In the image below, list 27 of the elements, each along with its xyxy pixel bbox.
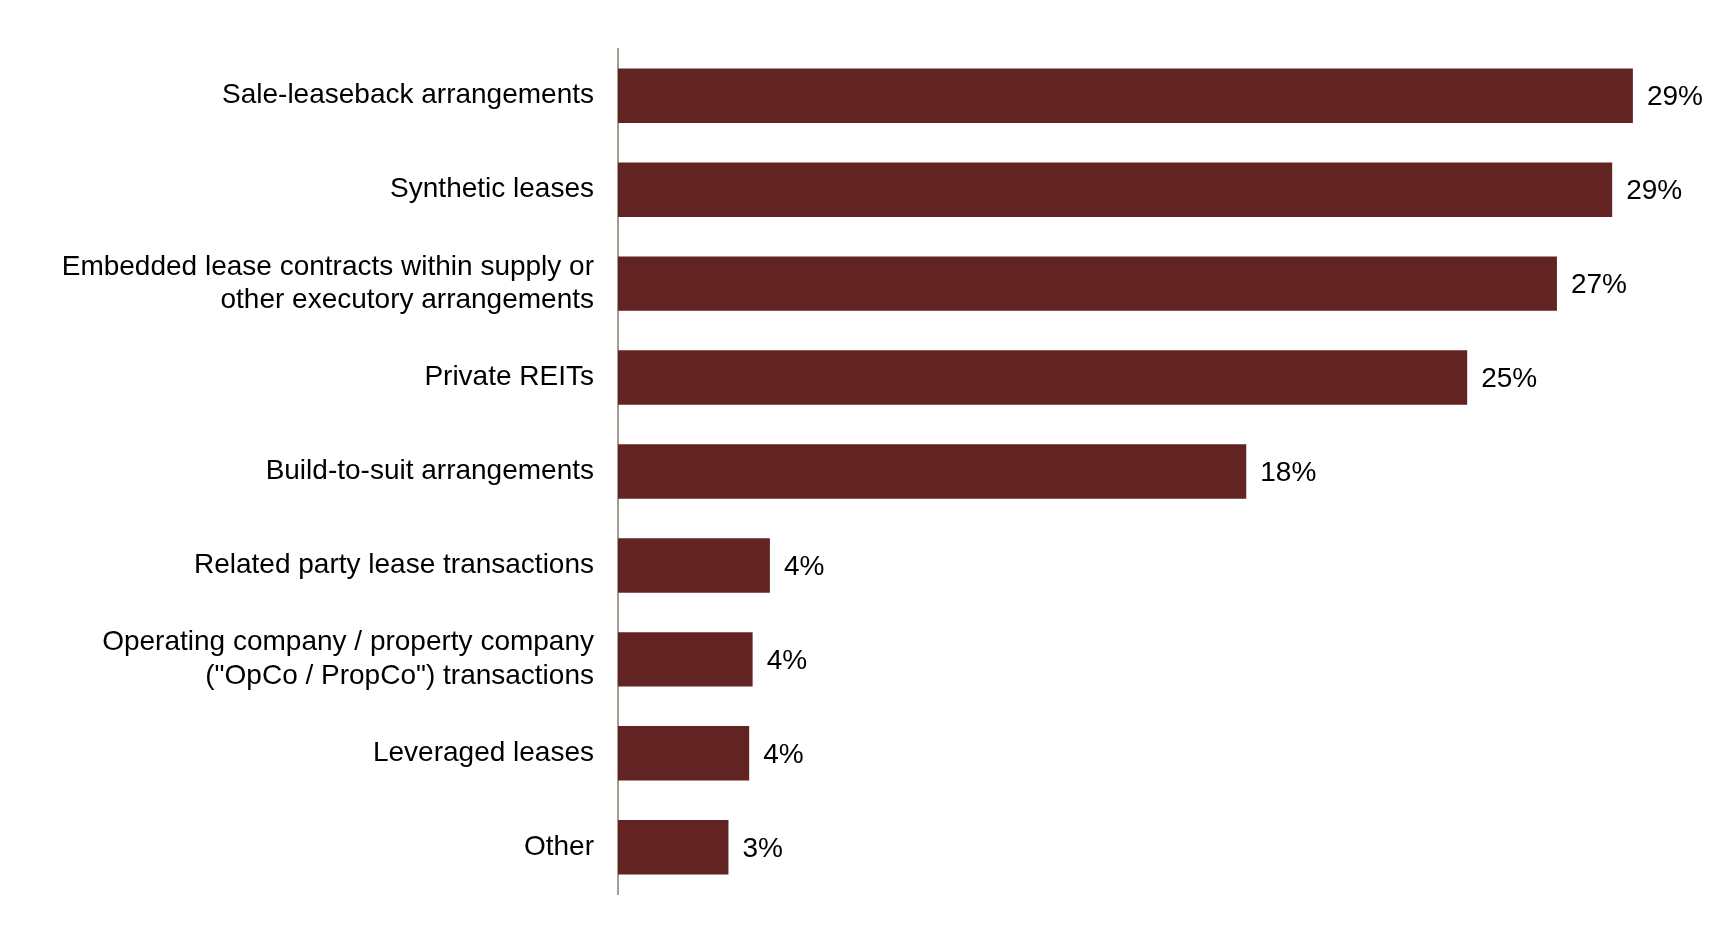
bar: [618, 538, 770, 593]
bar: [618, 68, 1633, 124]
data-label: 18%: [1260, 456, 1317, 488]
y-tick-label: Embedded lease contracts within supply or other executory arrangements: [61, 249, 594, 315]
y-tick-label: Leveraged leases: [372, 736, 594, 768]
bar: [618, 632, 753, 687]
data-label: 4%: [763, 738, 804, 770]
data-label: 25%: [1481, 362, 1538, 394]
data-label: 27%: [1570, 268, 1627, 300]
bar: [618, 162, 1613, 217]
data-label: 29%: [1646, 80, 1703, 112]
data-label: 4%: [766, 644, 808, 676]
y-tick-label: Operating company / property company ("OpCo / PropCo") transactions: [102, 625, 594, 690]
bar: [618, 726, 750, 781]
data-label: 4%: [783, 550, 825, 582]
y-tick-label: Sale-leaseback arrangements: [222, 78, 594, 110]
data-label: 29%: [1626, 174, 1683, 206]
y-tick-label: Synthetic leases: [390, 172, 594, 204]
y-tick-label: Related party lease transactions: [194, 548, 594, 580]
y-tick-label: Build-to-suit arrangements: [265, 454, 594, 486]
y-tick-label: Other: [523, 829, 594, 861]
data-label: 3%: [742, 831, 783, 863]
y-tick-label: Private REITs: [424, 360, 594, 392]
bar: [618, 256, 1557, 311]
bar: [618, 819, 729, 875]
bar: [618, 444, 1247, 499]
bar: [618, 350, 1468, 405]
